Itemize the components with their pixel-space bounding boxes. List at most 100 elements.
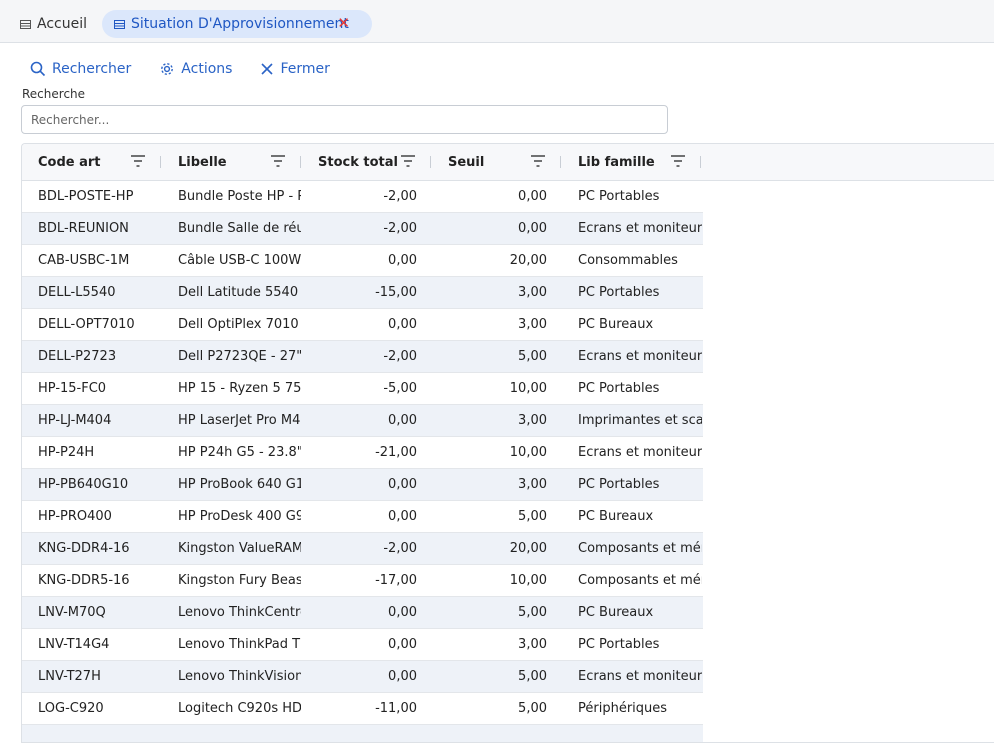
filter-icon[interactable] xyxy=(271,155,285,167)
table-row[interactable]: LOG-C920 Logitech C920s HD Pr -11,00 5,0… xyxy=(22,693,703,725)
cell-code-art: HP-LJ-M404 xyxy=(38,413,112,428)
cell-code-art: DELL-L5540 xyxy=(38,285,116,300)
cell-stock-total: -2,00 xyxy=(383,189,417,204)
close-button-label: Fermer xyxy=(280,61,330,77)
table-row[interactable]: BDL-POSTE-HP Bundle Poste HP - Pro -2,00… xyxy=(22,181,703,213)
column-separator[interactable] xyxy=(700,156,701,168)
table-row[interactable]: DELL-P2723 Dell P2723QE - 27" 4k -2,00 5… xyxy=(22,341,703,373)
close-button[interactable]: Fermer xyxy=(260,58,330,80)
close-icon[interactable]: ✕ xyxy=(337,14,350,32)
table-row[interactable]: HP-PRO400 HP ProDesk 400 G9 S 0,00 5,00 … xyxy=(22,501,703,533)
cell-code-art: LNV-M70Q xyxy=(38,605,106,620)
cell-seuil: 10,00 xyxy=(509,445,547,460)
table-row[interactable]: CAB-USBC-1M Câble USB-C 100W PI 0,00 20,… xyxy=(22,245,703,277)
cell-libelle: HP ProBook 640 G10 xyxy=(178,477,301,492)
table-row[interactable]: KNG-DDR5-16 Kingston Fury Beast D -17,00… xyxy=(22,565,703,597)
column-header-code-art[interactable]: Code art xyxy=(38,144,162,180)
cell-code-art: HP-PB640G10 xyxy=(38,477,129,492)
cell-libelle: HP ProDesk 400 G9 S xyxy=(178,509,301,524)
grid-body: BDL-POSTE-HP Bundle Poste HP - Pro -2,00… xyxy=(22,181,994,742)
actions-button-label: Actions xyxy=(181,61,233,77)
x-icon xyxy=(261,63,274,75)
column-header-libelle[interactable]: Libelle xyxy=(178,144,302,180)
cell-libelle: Lenovo ThinkPad T14 xyxy=(178,637,301,652)
cell-seuil: 0,00 xyxy=(518,189,547,204)
cell-lib-famille: Périphériques xyxy=(578,701,668,716)
cell-seuil: 10,00 xyxy=(509,573,547,588)
cell-seuil: 3,00 xyxy=(518,637,547,652)
cell-stock-total: -2,00 xyxy=(383,541,417,556)
column-header-label: Seuil xyxy=(448,154,485,170)
cell-stock-total: -2,00 xyxy=(383,349,417,364)
search-label: Recherche xyxy=(22,87,86,101)
search-icon xyxy=(30,61,46,77)
cell-lib-famille: PC Bureaux xyxy=(578,509,654,524)
table-row[interactable]: HP-15-FC0 HP 15 - Ryzen 5 7520 -5,00 10,… xyxy=(22,373,703,405)
cell-stock-total: 0,00 xyxy=(388,253,417,268)
table-row[interactable]: HP-P24H HP P24h G5 - 23.8" FI -21,00 10,… xyxy=(22,437,703,469)
cell-libelle: Bundle Salle de réuni xyxy=(178,221,301,236)
filter-icon[interactable] xyxy=(531,155,545,167)
column-separator[interactable] xyxy=(430,156,431,168)
cell-lib-famille: Composants et mémo xyxy=(578,573,702,588)
cell-lib-famille: PC Portables xyxy=(578,477,660,492)
cell-libelle: HP P24h G5 - 23.8" FI xyxy=(178,445,301,460)
table-row[interactable]: BDL-REUNION Bundle Salle de réuni -2,00 … xyxy=(22,213,703,245)
cell-lib-famille: Ecrans et moniteurs xyxy=(578,445,702,460)
cell-seuil: 3,00 xyxy=(518,285,547,300)
cell-code-art: DELL-OPT7010 xyxy=(38,317,135,332)
cell-libelle: Bundle Poste HP - Pro xyxy=(178,189,301,204)
column-header-lib-famille[interactable]: Lib famille xyxy=(578,144,704,180)
table-row[interactable]: DELL-L5540 Dell Latitude 5540 - i5 -15,0… xyxy=(22,277,703,309)
cell-seuil: 0,00 xyxy=(518,221,547,236)
grid-header: Code art Libelle Stock total Seuil Lib f… xyxy=(22,144,994,181)
cell-code-art: HP-PRO400 xyxy=(38,509,112,524)
cell-libelle: Câble USB-C 100W PI xyxy=(178,253,301,268)
column-header-stock-total[interactable]: Stock total xyxy=(318,144,432,180)
tab-accueil[interactable]: Accueil xyxy=(20,10,87,38)
cell-libelle: Lenovo ThinkVision T. xyxy=(178,669,301,684)
cell-seuil: 10,00 xyxy=(509,381,547,396)
table-row[interactable]: LNV-T27H Lenovo ThinkVision T. 0,00 5,00… xyxy=(22,661,703,693)
cell-lib-famille: PC Portables xyxy=(578,285,660,300)
column-header-seuil[interactable]: Seuil xyxy=(448,144,572,180)
table-row[interactable]: LNV-T14G4 Lenovo ThinkPad T14 0,00 3,00 … xyxy=(22,629,703,661)
cell-libelle: Lenovo ThinkCentre M xyxy=(178,605,301,620)
cell-code-art: BDL-REUNION xyxy=(38,221,129,236)
cell-code-art: CAB-USBC-1M xyxy=(38,253,130,268)
column-separator[interactable] xyxy=(560,156,561,168)
cell-code-art: DELL-P2723 xyxy=(38,349,117,364)
cell-lib-famille: Ecrans et moniteurs xyxy=(578,349,702,364)
table-row[interactable]: LNV-M70Q Lenovo ThinkCentre M 0,00 5,00 … xyxy=(22,597,703,629)
cell-code-art: HP-P24H xyxy=(38,445,95,460)
toolbar: Rechercher Actions Fermer xyxy=(30,58,358,80)
table-row[interactable]: DELL-OPT7010 Dell OptiPlex 7010 SF 0,00 … xyxy=(22,309,703,341)
filter-icon[interactable] xyxy=(131,155,145,167)
search-input[interactable] xyxy=(21,105,668,134)
cell-seuil: 5,00 xyxy=(518,701,547,716)
cell-seuil: 5,00 xyxy=(518,509,547,524)
cell-lib-famille: Consommables xyxy=(578,253,678,268)
column-separator[interactable] xyxy=(300,156,301,168)
cell-code-art: BDL-POSTE-HP xyxy=(38,189,134,204)
column-separator[interactable] xyxy=(160,156,161,168)
tab-bar: Accueil Situation D'Approvisionnement ✕ xyxy=(0,0,994,43)
tab-situation-approvisionnement[interactable]: Situation D'Approvisionnement ✕ xyxy=(102,10,372,38)
cell-libelle: Kingston ValueRAM D xyxy=(178,541,301,556)
table-row[interactable]: KNG-DDR4-16 Kingston ValueRAM D -2,00 20… xyxy=(22,533,703,565)
cell-stock-total: 0,00 xyxy=(388,413,417,428)
search-button[interactable]: Rechercher xyxy=(30,58,131,80)
filter-icon[interactable] xyxy=(671,155,685,167)
column-header-label: Code art xyxy=(38,154,101,170)
actions-button[interactable]: Actions xyxy=(159,58,232,80)
cell-lib-famille: PC Portables xyxy=(578,637,660,652)
cell-seuil: 5,00 xyxy=(518,349,547,364)
table-row[interactable]: HP-LJ-M404 HP LaserJet Pro M404 0,00 3,0… xyxy=(22,405,703,437)
filter-icon[interactable] xyxy=(401,155,415,167)
cell-stock-total: -11,00 xyxy=(375,701,417,716)
cell-stock-total: 0,00 xyxy=(388,637,417,652)
cell-lib-famille: PC Bureaux xyxy=(578,317,654,332)
table-row[interactable]: HP-PB640G10 HP ProBook 640 G10 0,00 3,00… xyxy=(22,469,703,501)
cell-libelle: HP 15 - Ryzen 5 7520 xyxy=(178,381,301,396)
cell-code-art: KNG-DDR4-16 xyxy=(38,541,130,556)
